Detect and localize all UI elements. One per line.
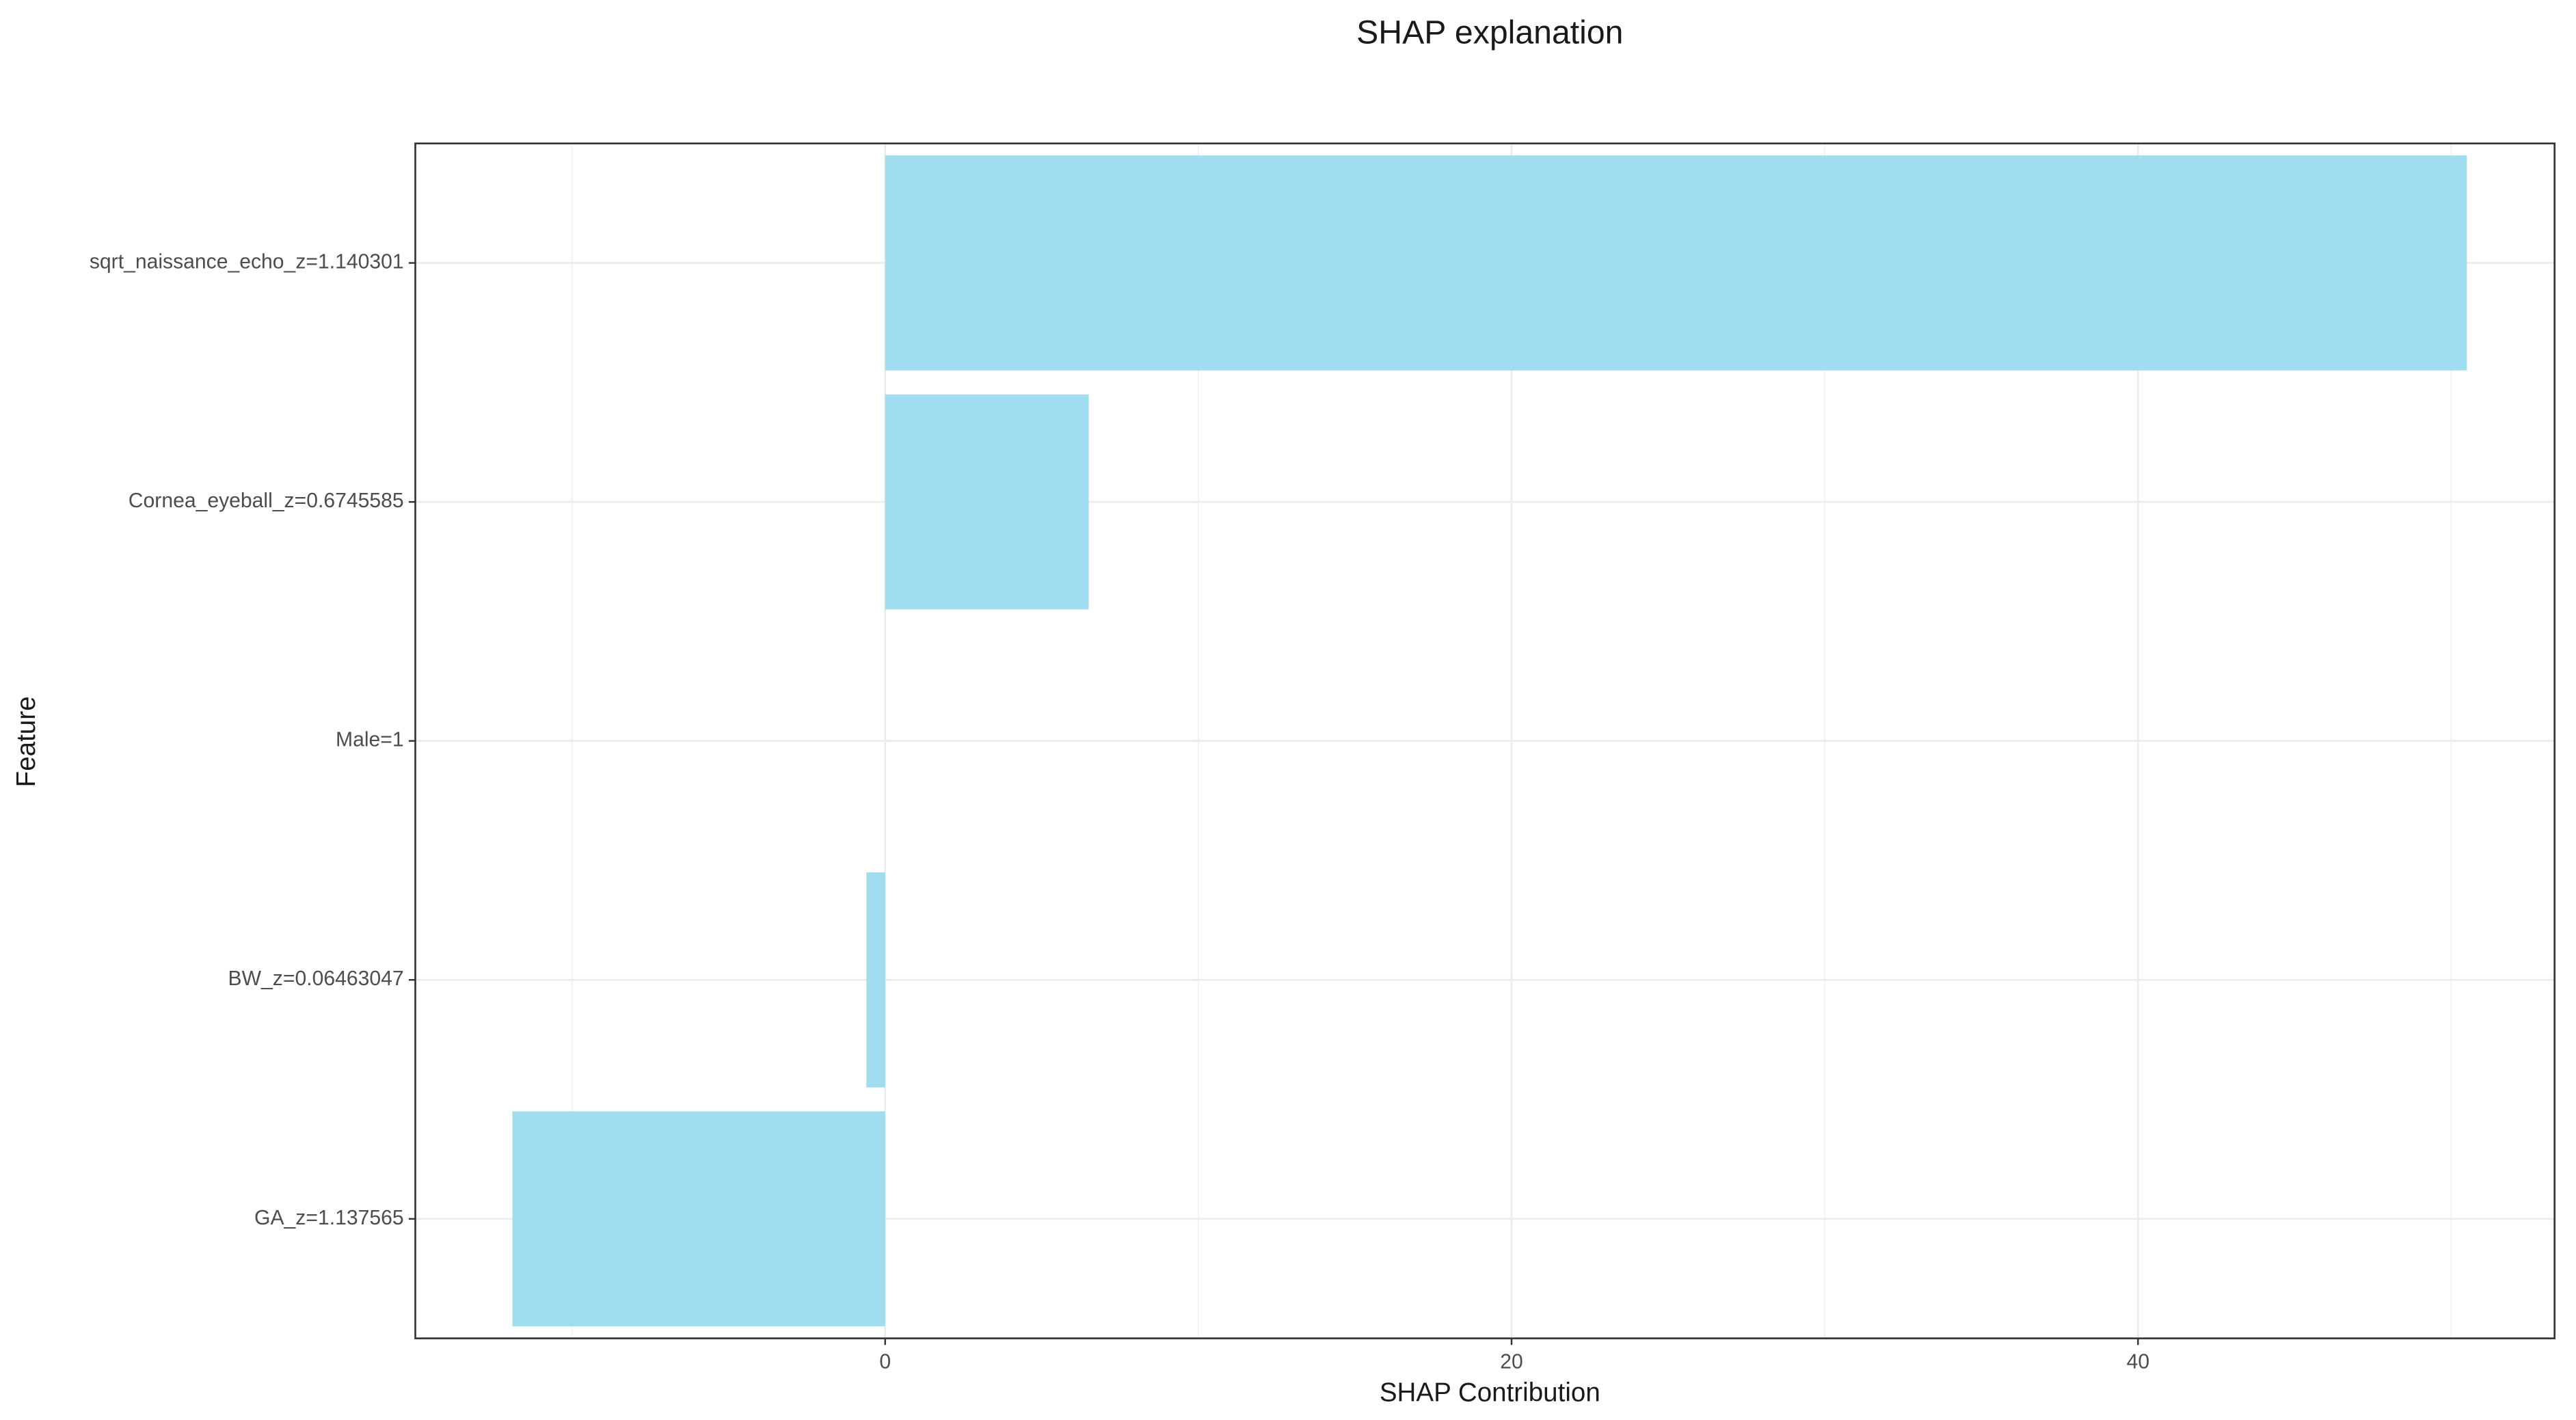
y-tick-label: sqrt_naissance_echo_z=1.140301 <box>90 251 404 273</box>
y-axis-title: Feature <box>12 696 41 787</box>
x-axis-title: SHAP Contribution <box>1380 1378 1600 1408</box>
x-tick-label: 0 <box>879 1351 891 1374</box>
x-tick-label: 20 <box>1500 1351 1523 1374</box>
y-tick-label: Male=1 <box>336 729 404 751</box>
bar <box>512 1111 885 1327</box>
y-tick-label: Cornea_eyeball_z=0.6745585 <box>129 490 404 512</box>
panel-border <box>414 142 2555 1339</box>
bar <box>866 872 885 1088</box>
bar <box>885 394 1089 610</box>
y-tick-label: GA_z=1.137565 <box>254 1207 404 1229</box>
bar <box>885 155 2467 371</box>
chart-title: SHAP explanation <box>1356 14 1623 51</box>
plot-area: 0 20 40 sqrt_naissance_echo_z=1.140301 Corne… <box>90 142 2555 1374</box>
y-tick-label: BW_z=0.06463047 <box>228 967 404 990</box>
x-tick-label: 40 <box>2127 1351 2150 1374</box>
